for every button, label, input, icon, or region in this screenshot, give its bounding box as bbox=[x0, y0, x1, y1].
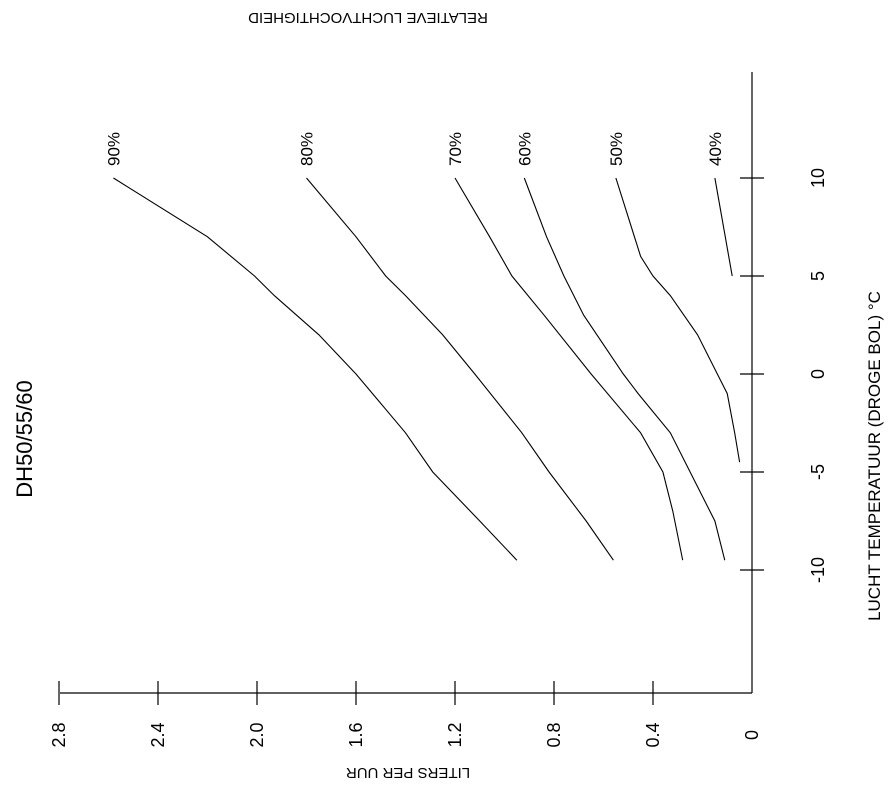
y-tick-label: 2.8 bbox=[49, 722, 69, 747]
plot-area: -10 -5 0 5 10 0 0.4 0.8 1.2 1.6 2.0 2.4 2.8 90% 80% 70%… bbox=[49, 72, 828, 748]
y-tick-label: 2.0 bbox=[247, 722, 267, 747]
rh-curve bbox=[523, 177, 726, 561]
series-label: 60% bbox=[515, 132, 534, 166]
x-tick-label: -10 bbox=[808, 557, 828, 583]
y-tick-label: 1.2 bbox=[445, 722, 465, 747]
rh-curve bbox=[714, 177, 733, 277]
x-tick-label: -5 bbox=[808, 464, 828, 480]
rh-curve bbox=[615, 177, 741, 463]
y-axis-label: LITERS PER UUR bbox=[346, 764, 470, 781]
rh-curve bbox=[454, 177, 684, 561]
series-label: 70% bbox=[446, 132, 465, 166]
series-label: 40% bbox=[706, 132, 725, 166]
series-label: 50% bbox=[607, 132, 626, 166]
y-tick-label: 1.6 bbox=[346, 722, 366, 747]
series-label: 80% bbox=[298, 132, 317, 166]
x-tick-label: 0 bbox=[808, 369, 828, 379]
x-axis-label: LUCHT TEMPERATUUR (DROGE BOL) °C bbox=[865, 291, 884, 621]
rh-curve bbox=[113, 177, 518, 561]
y-tick-label: 0.8 bbox=[544, 722, 564, 747]
series-label: 90% bbox=[104, 132, 123, 166]
y-tick-label: 2.4 bbox=[148, 722, 168, 747]
y-tick-label: 0.4 bbox=[643, 722, 663, 747]
y-tick-label: 0 bbox=[742, 730, 762, 740]
chart-title: DH50/55/60 bbox=[12, 380, 37, 497]
rh-curve bbox=[306, 177, 614, 561]
x-tick-label: 5 bbox=[808, 271, 828, 281]
x-tick-label: 10 bbox=[808, 168, 828, 188]
relative-humidity-label: RELATIEVE LUCHTVOCHTIGHEID bbox=[248, 9, 488, 26]
